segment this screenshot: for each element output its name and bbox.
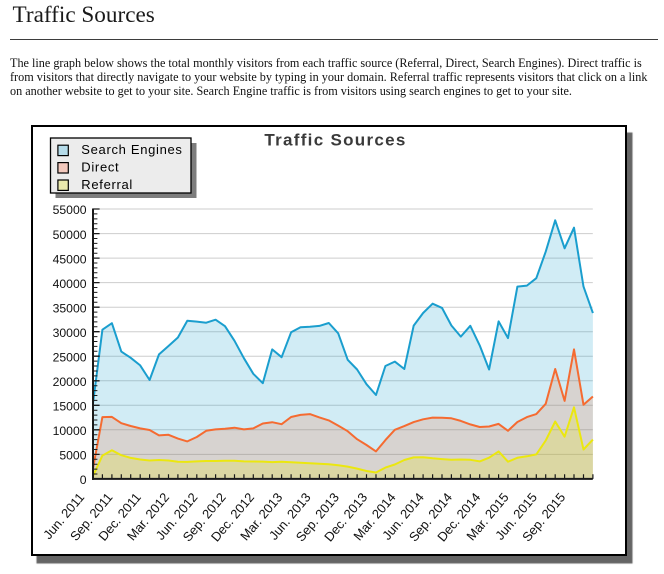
svg-text:55000: 55000 — [53, 203, 87, 217]
svg-text:10000: 10000 — [53, 424, 87, 438]
svg-text:5000: 5000 — [59, 449, 86, 463]
svg-text:15000: 15000 — [53, 400, 87, 414]
svg-text:Referral: Referral — [81, 177, 133, 192]
svg-text:20000: 20000 — [53, 375, 87, 389]
svg-text:Search Engines: Search Engines — [81, 142, 182, 157]
svg-text:Direct: Direct — [81, 159, 119, 174]
svg-text:50000: 50000 — [53, 228, 87, 242]
svg-text:30000: 30000 — [53, 326, 87, 340]
svg-text:Traffic Sources: Traffic Sources — [264, 131, 406, 150]
svg-text:25000: 25000 — [53, 350, 87, 364]
svg-text:35000: 35000 — [53, 301, 87, 315]
svg-text:45000: 45000 — [53, 252, 87, 266]
svg-text:40000: 40000 — [53, 277, 87, 291]
svg-text:0: 0 — [80, 473, 87, 487]
